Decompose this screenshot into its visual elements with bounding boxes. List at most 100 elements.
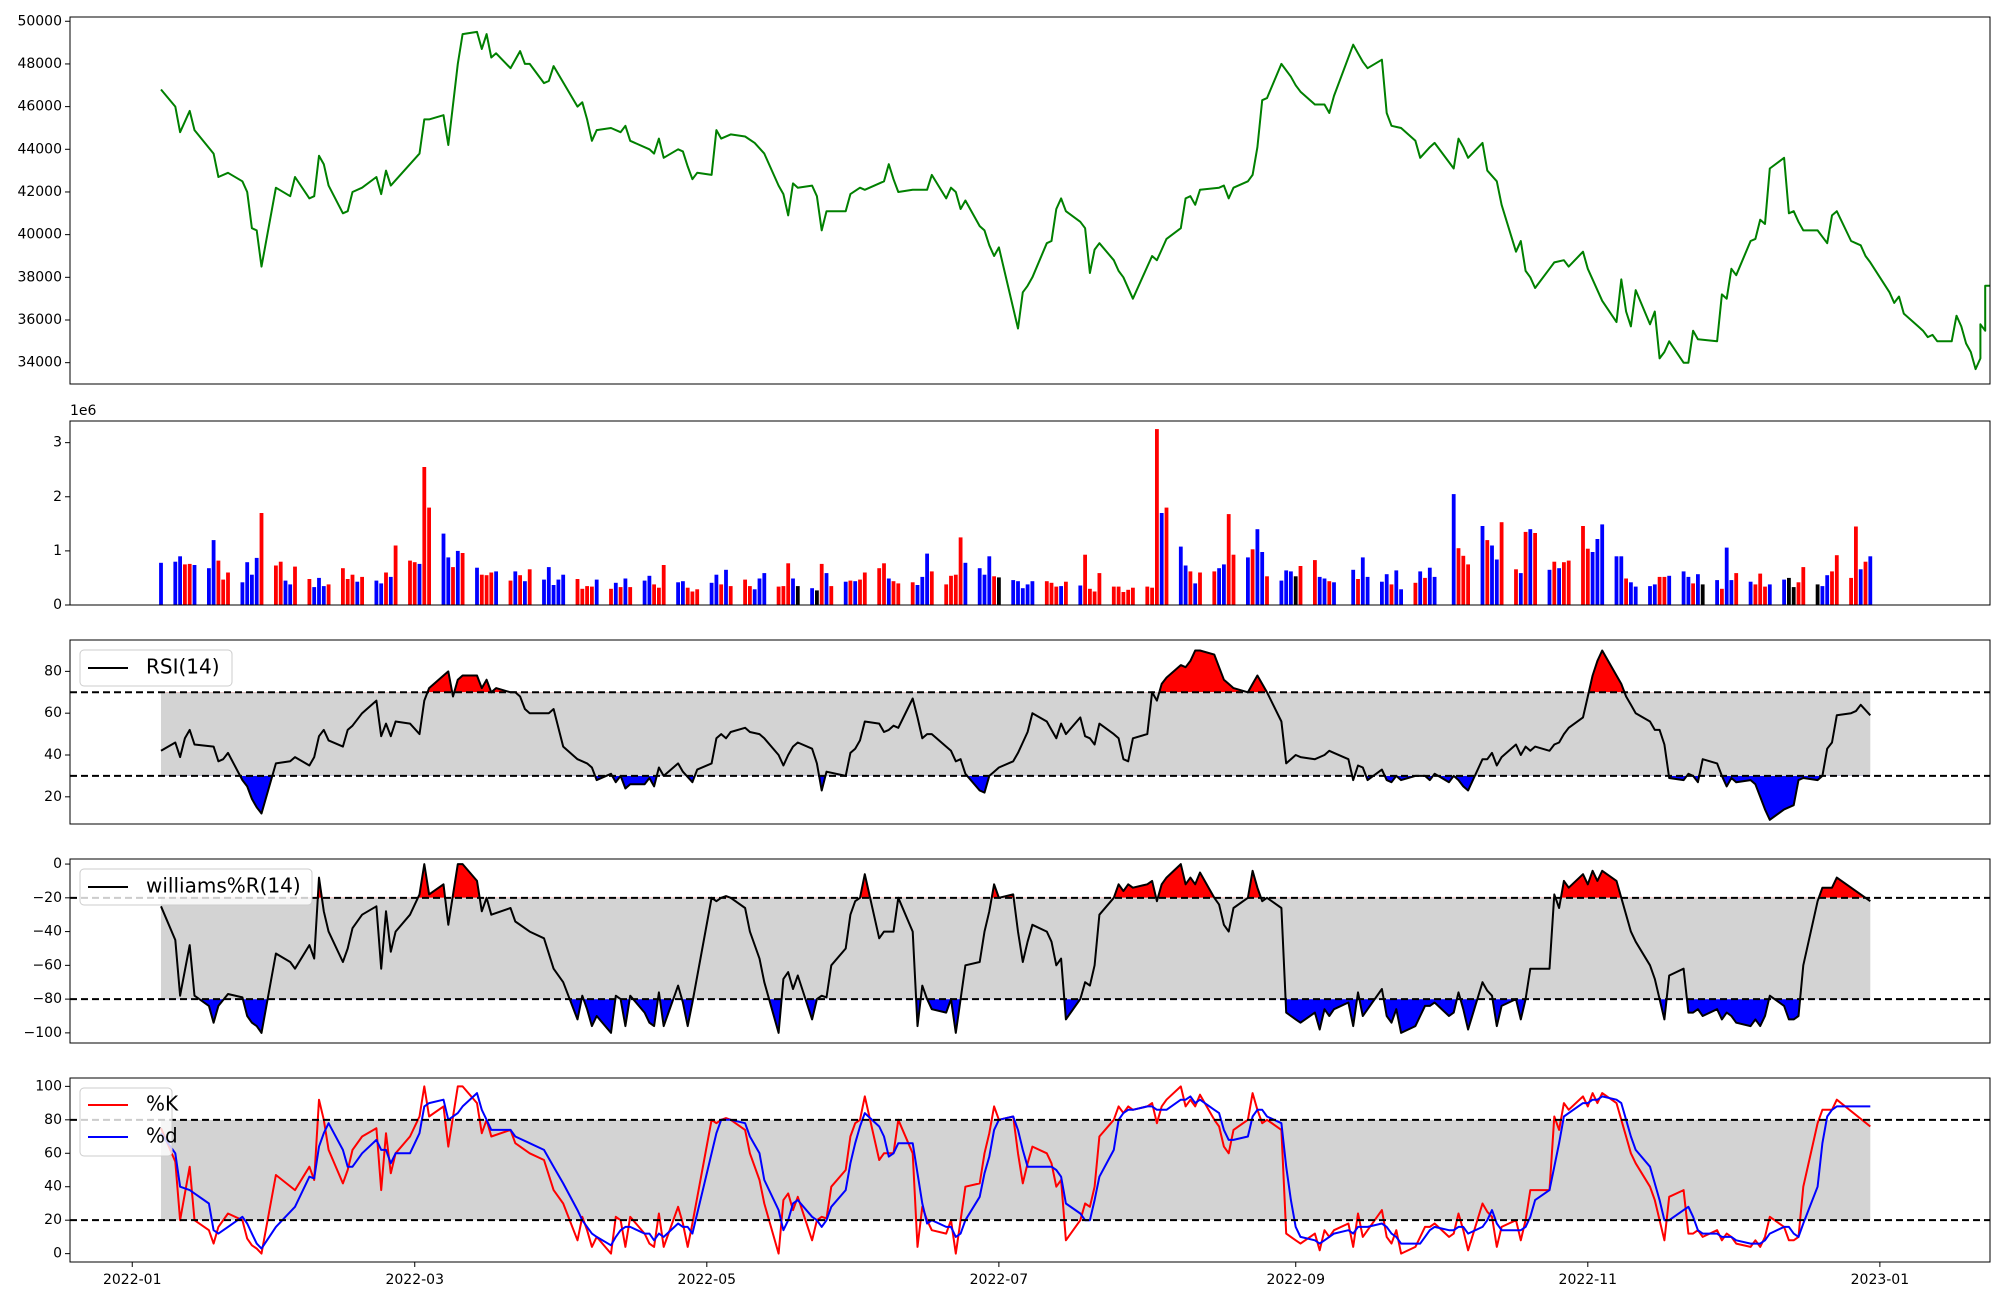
volume-bar xyxy=(187,563,192,605)
volume-bar xyxy=(575,579,580,605)
volume-bar xyxy=(1016,581,1020,605)
volume-bar xyxy=(460,553,465,605)
volume-bar xyxy=(1155,429,1159,605)
volume-bar xyxy=(1054,586,1059,605)
volume-bar xyxy=(216,560,221,605)
volume-bar xyxy=(379,583,384,605)
volume-bar xyxy=(441,533,446,605)
volume-bar xyxy=(1083,554,1087,605)
volume-bar xyxy=(1767,584,1772,605)
volume-bar xyxy=(422,467,427,605)
volume-bar xyxy=(1518,573,1523,605)
volume-bar xyxy=(1313,560,1317,605)
volume-bar xyxy=(1629,582,1633,605)
volume-bar xyxy=(882,563,886,605)
volume-bar xyxy=(1217,568,1221,605)
volume-bar xyxy=(1868,556,1873,605)
volume-bar xyxy=(494,571,498,605)
neutral-band xyxy=(160,692,1871,776)
volume-bar xyxy=(178,556,182,605)
y-tick-label: −40 xyxy=(32,924,62,940)
volume-bar xyxy=(795,586,800,605)
volume-bar xyxy=(829,586,834,605)
volume-bar xyxy=(891,581,896,605)
rsi-legend: RSI(14) xyxy=(79,649,233,687)
volume-bar xyxy=(1480,526,1485,605)
volume-bar xyxy=(1825,575,1830,605)
volume-bar xyxy=(1796,582,1801,605)
volume-bar xyxy=(815,590,819,605)
volume-bar xyxy=(1696,574,1700,605)
y-tick-label: 44000 xyxy=(17,141,62,157)
volume-bar xyxy=(192,565,197,605)
volume-bar xyxy=(551,585,556,605)
volume-bar xyxy=(1624,578,1628,605)
williams-axes-frame xyxy=(69,858,1991,1044)
volume-bar xyxy=(1652,584,1657,605)
volume-bar xyxy=(484,575,489,605)
volume-bar xyxy=(1600,524,1605,605)
volume-bar xyxy=(183,564,187,605)
volume-bar xyxy=(561,574,566,605)
volume-bar xyxy=(1020,588,1025,605)
volume-bar xyxy=(1456,548,1461,605)
x-tick-label: 2022-05 xyxy=(678,1272,737,1288)
y-tick-label: 80 xyxy=(44,1112,62,1128)
volume-bar xyxy=(1279,580,1284,605)
volume-bar xyxy=(949,575,953,605)
volume-bar xyxy=(240,582,245,605)
volume-bar xyxy=(1418,571,1423,605)
volume-bar xyxy=(1782,579,1786,605)
volume-bar xyxy=(910,582,915,605)
volume-bar xyxy=(1758,573,1763,605)
legend-label: RSI(14) xyxy=(146,655,220,679)
volume-bar xyxy=(724,569,728,605)
volume-bar xyxy=(862,572,867,605)
volume-bar xyxy=(915,585,920,605)
volume-bar xyxy=(245,562,250,605)
volume-bar xyxy=(925,553,929,605)
y-tick-label: 36000 xyxy=(17,312,62,328)
volume-bar xyxy=(1657,576,1662,605)
y-tick-label: −60 xyxy=(32,957,62,973)
volume-bar xyxy=(997,577,1001,605)
volume-bar xyxy=(944,584,949,605)
volume-bar xyxy=(1820,586,1825,605)
volume-bar xyxy=(977,568,982,605)
volume-bar xyxy=(1787,577,1791,605)
volume-bar xyxy=(556,579,561,605)
volume-bar xyxy=(580,588,585,605)
volume-bar xyxy=(408,560,412,605)
volume-bar xyxy=(1289,571,1293,605)
volume-bar xyxy=(159,562,163,605)
volume-bar xyxy=(757,578,762,605)
volume-bar xyxy=(896,583,901,605)
volume-bar xyxy=(1590,552,1595,605)
volume-bar xyxy=(781,586,786,605)
volume-bar xyxy=(1212,571,1217,605)
volume-bar xyxy=(982,574,987,605)
volume-bar xyxy=(1566,560,1571,605)
volume-bar xyxy=(1734,573,1739,605)
volume-bar xyxy=(1729,580,1734,605)
volume-bar xyxy=(1246,557,1250,605)
volume-bar xyxy=(173,561,178,605)
volume-bar xyxy=(1557,568,1561,605)
y-tick-label: 20 xyxy=(44,1212,62,1228)
volume-bar xyxy=(714,574,719,605)
volume-bar xyxy=(384,572,388,605)
volume-bar xyxy=(312,587,317,605)
y-tick-label: 46000 xyxy=(17,99,62,115)
rsi-line xyxy=(160,649,1872,821)
volume-bar xyxy=(661,565,666,605)
volume-bar xyxy=(953,574,958,605)
volume-bar xyxy=(1614,556,1619,605)
volume-bar xyxy=(1183,565,1188,605)
volume-bar xyxy=(743,579,747,605)
volume-bar xyxy=(388,576,393,605)
stochastic-legend: %K %d xyxy=(79,1087,179,1157)
rsi-panel: 20 40 60 80 RSI(14) xyxy=(44,639,1991,825)
volume-bar xyxy=(1250,549,1255,605)
y-tick-label: 0 xyxy=(53,856,62,872)
volume-bar xyxy=(853,581,858,605)
